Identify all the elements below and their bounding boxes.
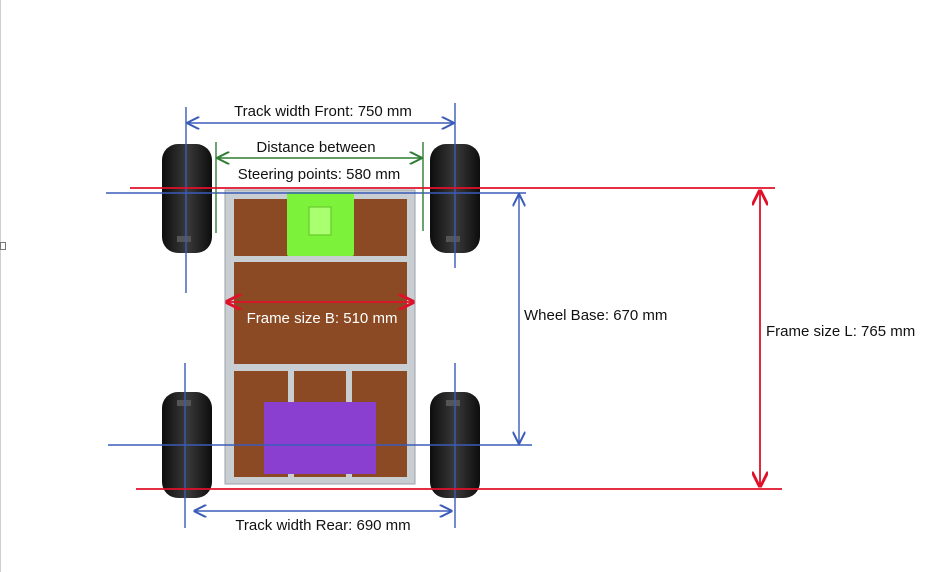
- wood-panel-middle: [234, 262, 407, 364]
- track-rear-label: Track width Rear: 690 mm: [235, 517, 410, 534]
- wheel-front-left: [162, 144, 212, 253]
- wheel-base-label: Wheel Base: 670 mm: [524, 307, 667, 324]
- page-marker: [0, 242, 6, 250]
- cross-rail-middle: [234, 364, 407, 371]
- steering-label-line1: Distance between: [256, 139, 375, 156]
- controller-knob: [308, 206, 332, 236]
- wheel-hub-marker: [177, 236, 191, 242]
- frame-width-label: Frame size B: 510 mm: [247, 310, 398, 327]
- steering-label-line2: Steering points: 580 mm: [238, 166, 401, 183]
- blue-reference-lines: [106, 103, 532, 528]
- wheel-hub-marker: [446, 236, 460, 242]
- page-left-edge: [0, 0, 1, 572]
- red-frame-lines: [130, 187, 782, 490]
- battery-box: [264, 402, 376, 474]
- chassis: [224, 189, 416, 485]
- wheel-hub-marker: [446, 400, 460, 406]
- track-front-label: Track width Front: 750 mm: [234, 103, 412, 120]
- wheel-hub-marker: [177, 400, 191, 406]
- cross-rail-front: [234, 256, 407, 262]
- frame-length-label: Frame size L: 765 mm: [766, 323, 915, 340]
